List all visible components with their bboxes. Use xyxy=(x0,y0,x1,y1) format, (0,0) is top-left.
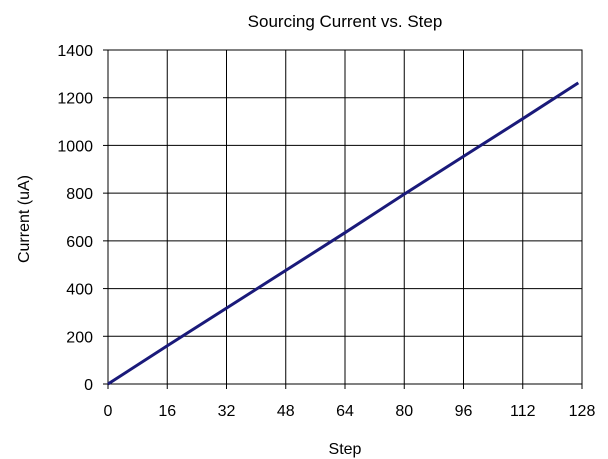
y-axis-ticks: 0 200 400 600 800 1000 1200 1400 xyxy=(57,43,108,394)
x-tick-label: 128 xyxy=(569,403,596,420)
x-tick-label: 0 xyxy=(104,403,113,420)
x-tick-label: 112 xyxy=(510,403,536,420)
x-tick-label: 64 xyxy=(336,403,354,420)
x-tick-label: 32 xyxy=(218,403,236,420)
y-axis-label: Current (uA) xyxy=(16,175,33,263)
grid-lines xyxy=(107,49,583,385)
x-axis-label: Step xyxy=(329,441,362,458)
series-group xyxy=(107,81,580,386)
y-tick-label: 800 xyxy=(66,186,93,203)
y-tick-label: 1400 xyxy=(57,43,93,60)
x-axis-ticks: 0 16 32 48 64 80 96 112 128 xyxy=(104,384,596,420)
x-tick-label: 96 xyxy=(455,403,473,420)
x-tick-label: 48 xyxy=(277,403,295,420)
y-tick-label: 400 xyxy=(66,282,93,299)
y-tick-label: 1000 xyxy=(57,138,93,155)
y-tick-label: 1200 xyxy=(57,91,93,108)
y-tick-label: 0 xyxy=(84,377,93,394)
current-series-line xyxy=(107,81,580,386)
chart-title: Sourcing Current vs. Step xyxy=(248,12,443,31)
y-tick-label: 200 xyxy=(66,329,93,346)
x-tick-label: 80 xyxy=(395,403,413,420)
y-tick-label: 600 xyxy=(66,234,93,251)
x-tick-label: 16 xyxy=(158,403,176,420)
